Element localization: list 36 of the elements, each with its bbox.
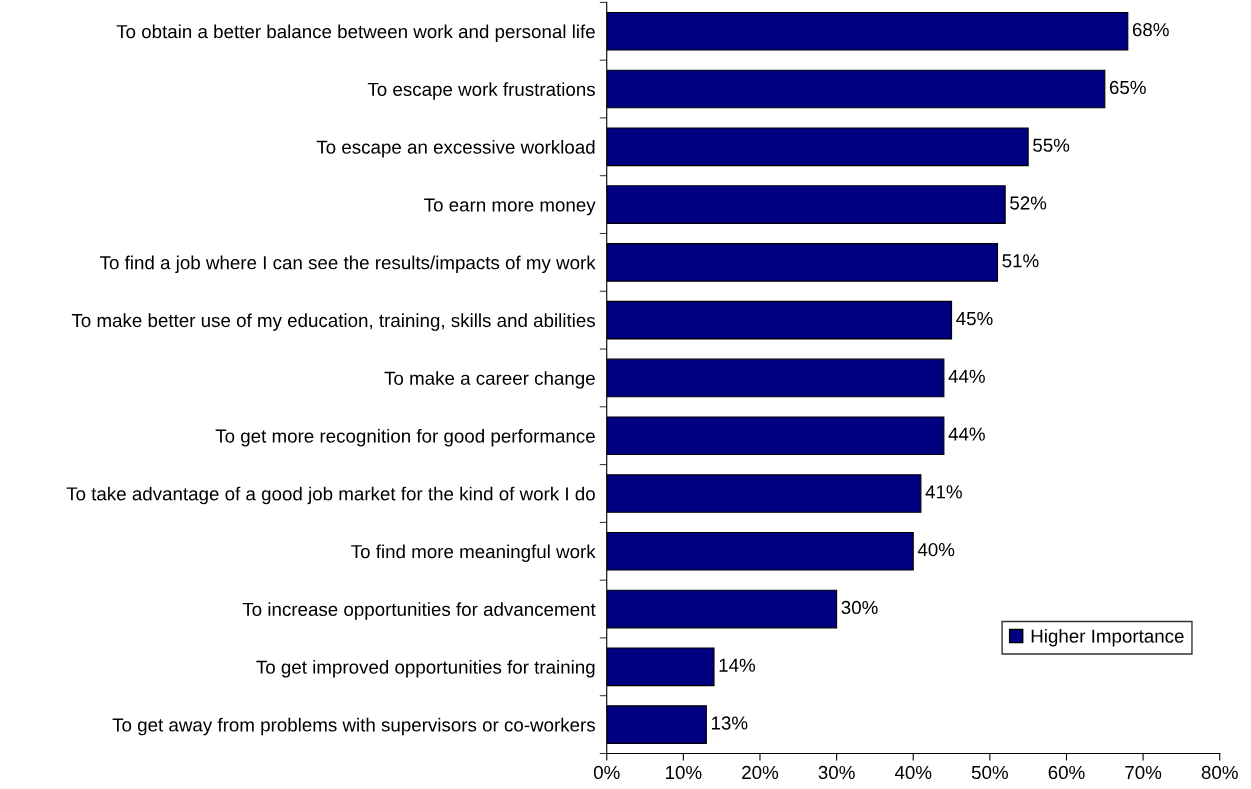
y-tick-label: To get away from problems with supervisors or co-workers: [112, 717, 595, 736]
data-label: 68%: [1132, 23, 1169, 37]
data-label: 65%: [1109, 80, 1146, 95]
y-tick-label: To make better use of my education, training, skills and abilities: [71, 313, 595, 331]
data-label: 13%: [711, 716, 748, 730]
data-label: 41%: [925, 485, 962, 499]
y-tick-label: To get improved opportunities for training: [256, 660, 595, 678]
y-tick-label: To get more recognition for good performance: [215, 428, 595, 447]
data-label: 51%: [1002, 254, 1039, 268]
data-label: 45%: [956, 311, 993, 326]
y-tick-label: To earn more money: [424, 198, 596, 216]
data-label: 52%: [1010, 196, 1047, 210]
x-tick-label: 80%: [1201, 765, 1238, 780]
data-label: 44%: [948, 427, 985, 441]
y-tick-label: To find more meaningful work: [351, 544, 596, 562]
data-label: 30%: [841, 600, 878, 615]
x-tick-label: 20%: [742, 765, 779, 780]
x-tick-label: 0%: [593, 765, 620, 780]
x-tick-label: 50%: [971, 765, 1008, 780]
y-tick-label: To increase opportunities for advancement: [242, 602, 596, 620]
data-label: 44%: [948, 369, 985, 383]
x-tick-label: 70%: [1125, 765, 1162, 780]
x-tick-label: 10%: [666, 765, 702, 780]
data-label: 55%: [1033, 138, 1070, 152]
y-tick-label: To make a career change: [384, 371, 595, 389]
y-tick-label: To escape an excessive workload: [316, 140, 595, 158]
y-tick-label: To escape work frustrations: [367, 82, 595, 100]
data-label: 40%: [917, 543, 955, 557]
y-tick-label: To obtain a better balance between work and personal life: [116, 24, 595, 42]
x-tick-label: 40%: [894, 765, 932, 780]
x-tick-label: 60%: [1048, 765, 1085, 780]
y-tick-label: To take advantage of a good job market for the kind of work I do: [66, 486, 595, 505]
data-label: 14%: [719, 658, 756, 672]
y-tick-label: To find a job where I can see the results/impacts of my work: [100, 255, 596, 274]
x-tick-label: 30%: [818, 765, 855, 780]
legend-label: Higher Importance: [1031, 629, 1184, 647]
